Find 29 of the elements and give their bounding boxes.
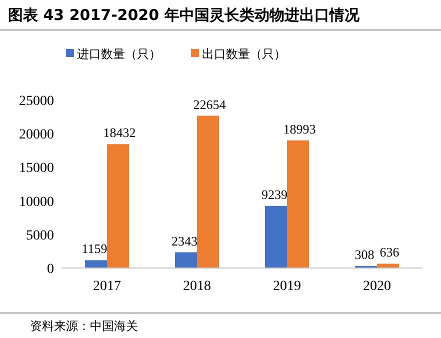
data-label: 1159 (82, 241, 108, 256)
bar (287, 140, 309, 268)
bar (265, 206, 287, 268)
y-tick-label: 20000 (19, 128, 54, 143)
text: 资料来源：中国海关 (30, 319, 138, 333)
bar (85, 260, 107, 268)
y-tick-label: 5000 (26, 228, 54, 244)
data-label: 9239 (262, 186, 288, 202)
x-tick-label: 2020 (363, 279, 391, 294)
chart-title: 图表 43 2017-2020 年中国灵长类动物进出口情况 (8, 6, 360, 24)
data-label: 22654 (193, 96, 226, 112)
y-tick-label: 10000 (19, 194, 54, 210)
x-tick-label: 2017 (93, 279, 121, 294)
bar (107, 144, 129, 268)
legend-label: 进口数量（只） (77, 47, 161, 61)
x-tick-label: 2019 (273, 279, 301, 294)
data-label: 18993 (283, 121, 316, 136)
data-label: 308 (354, 246, 374, 262)
data-label: 18432 (103, 125, 136, 140)
y-tick-label: 0 (47, 262, 54, 277)
bar (175, 252, 197, 268)
legend-label: 出口数量（只） (202, 47, 286, 61)
y-tick-label: 15000 (19, 161, 54, 176)
y-tick-label: 25000 (19, 94, 54, 109)
x-tick-label: 2018 (183, 279, 211, 294)
bar (377, 264, 399, 268)
data-label: 636 (380, 244, 400, 260)
bar (197, 116, 219, 268)
data-label: 2343 (172, 233, 198, 248)
